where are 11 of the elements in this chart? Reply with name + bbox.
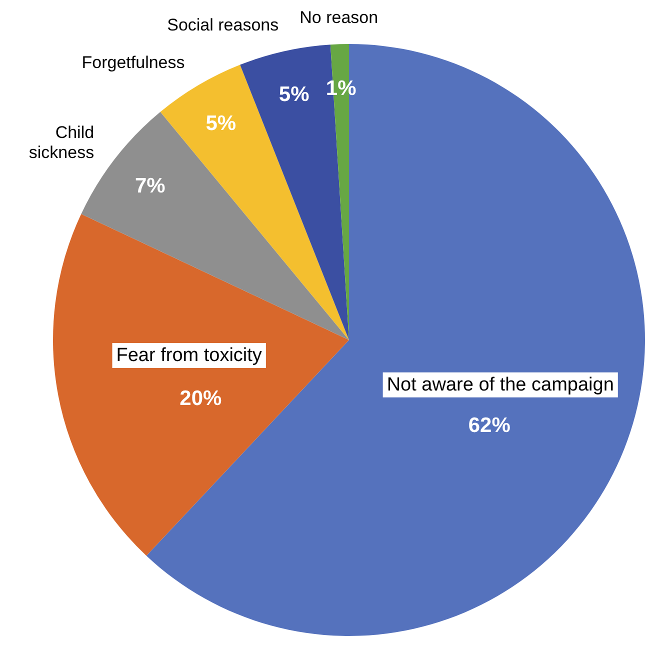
data-label: 5%	[278, 82, 310, 106]
slice-label: Not aware of the campaign	[386, 374, 614, 396]
data-label: 62%	[468, 414, 511, 438]
data-label: 7%	[134, 174, 166, 198]
slice-label: No reason	[300, 8, 378, 28]
slice-label: Forgetfulness	[82, 52, 185, 72]
data-label: 20%	[180, 386, 222, 410]
slice-label: Child sickness	[28, 122, 94, 162]
slice-label: Fear from toxicity	[116, 345, 262, 366]
slice-label: Social reasons	[167, 16, 279, 35]
data-label: 5%	[206, 112, 236, 135]
